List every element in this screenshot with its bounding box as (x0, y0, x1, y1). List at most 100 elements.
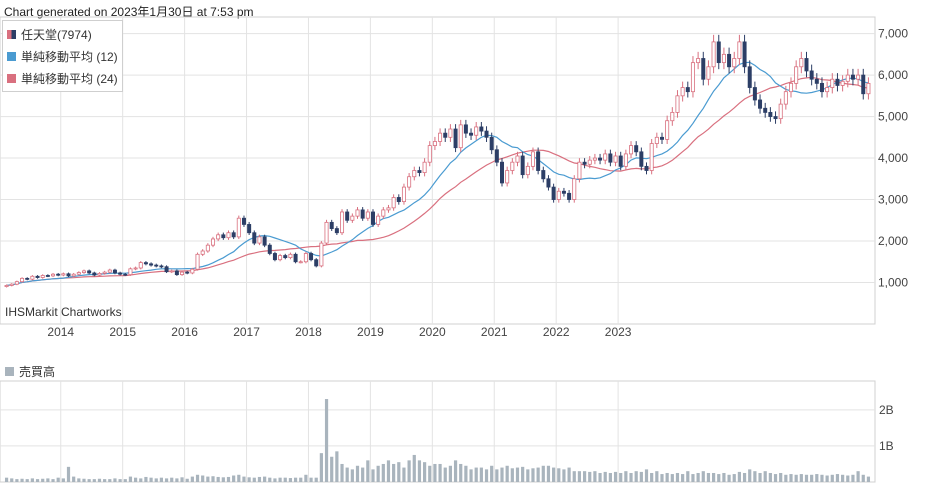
volume-bar (108, 479, 112, 482)
volume-bar (237, 474, 241, 482)
x-tick-label: 2014 (47, 325, 74, 339)
candle-body (598, 157, 603, 161)
candle-body (283, 255, 288, 259)
volume-bar (675, 472, 680, 482)
candle-body (66, 273, 71, 277)
legend-item-ma24[interactable]: 単純移動平均 (24) (3, 67, 122, 89)
candle-body (494, 149, 499, 163)
volume-bar (392, 463, 396, 482)
candle-body (608, 153, 613, 163)
volume-bar (841, 474, 845, 482)
volume-bar (846, 475, 850, 482)
volume-bar (51, 479, 55, 482)
candle-body (45, 275, 50, 277)
candle-body (706, 66, 711, 80)
candle-body (298, 261, 303, 264)
legend-item-price[interactable]: 任天堂(7974) (3, 23, 122, 45)
candle-body (804, 58, 809, 72)
volume-bar (386, 460, 391, 482)
candle-body (443, 132, 448, 138)
chart-generated-timestamp: Chart generated on 2023年1月30日 at 7:53 pm (4, 5, 254, 19)
ma12-swatch-icon (7, 51, 16, 61)
volume-bar (77, 478, 81, 482)
candle-body (107, 269, 112, 273)
volume-bar (856, 471, 860, 482)
candle-body (701, 58, 706, 80)
volume-bar (252, 477, 256, 482)
candle-body (376, 215, 381, 225)
volume-bar (340, 463, 344, 482)
volume-bar (582, 471, 587, 482)
candle-body (618, 155, 623, 167)
volume-bar (304, 474, 308, 482)
candle-body (211, 238, 216, 246)
candle-body (422, 161, 427, 173)
candle-body (334, 228, 339, 234)
candle-body (675, 95, 680, 113)
volume-bar (438, 463, 442, 482)
volume-bar (815, 474, 819, 482)
volume-legend[interactable]: 売買高 (5, 363, 55, 380)
volume-bar (113, 478, 117, 482)
volume-bar (335, 451, 339, 482)
candle-body (432, 141, 437, 147)
volume-bar (422, 462, 427, 482)
x-tick-label: 2022 (543, 325, 570, 339)
axis-labels: 2014 2015 2016 2017 2018 2019 2020 2021 2022 2023… (47, 27, 908, 453)
volume-bar (484, 469, 489, 482)
volume-bar (61, 478, 65, 482)
volume-bar (696, 472, 700, 482)
candle-body (747, 66, 752, 88)
candle-body (567, 192, 572, 200)
volume-bar (722, 472, 726, 482)
volume-bar (665, 472, 669, 482)
candle-body (639, 151, 644, 167)
candle-body (81, 270, 86, 273)
volume-bar (459, 463, 463, 482)
volume-bar (381, 463, 385, 482)
candle-body (458, 124, 463, 149)
candle-body (500, 161, 505, 184)
candle-body (138, 262, 143, 269)
candle-body (696, 58, 701, 64)
x-tick-label: 2017 (233, 325, 260, 339)
y-tick-label: 4,000 (878, 151, 908, 165)
volume-bar (361, 467, 365, 482)
candle-body (226, 232, 231, 239)
legend-item-ma12[interactable]: 単純移動平均 (12) (3, 45, 122, 67)
volume-bar (681, 474, 685, 482)
candle-body (469, 132, 474, 136)
volume-bar (505, 465, 509, 482)
volume-legend-label: 売買高 (19, 365, 56, 379)
candle-body (515, 155, 520, 163)
candle-body (505, 170, 510, 184)
volume-bar (195, 474, 200, 482)
volume-bar (464, 465, 468, 482)
candle-body (200, 250, 205, 255)
candle-body (154, 264, 159, 267)
volume-bar (490, 465, 494, 482)
volume-bar (247, 477, 251, 482)
volume-bar (345, 467, 349, 482)
candle-body (561, 190, 566, 194)
candle-body (278, 255, 283, 261)
candle-body (711, 41, 716, 68)
volume-swatch-icon (5, 367, 14, 376)
volume-bar (288, 478, 293, 482)
candle-body (546, 178, 551, 188)
volume-bar (324, 399, 329, 482)
candle-body (20, 277, 25, 283)
volume-bar (20, 478, 24, 482)
candle-body (603, 153, 608, 161)
candle-body (794, 66, 799, 84)
volume-bar (417, 460, 422, 482)
candle-body (4, 285, 9, 287)
candles (4, 34, 871, 288)
volume-bar (433, 463, 437, 482)
volume-bar (479, 467, 483, 482)
volume-bar (366, 460, 370, 482)
x-tick-label: 2015 (109, 325, 136, 339)
candle-body (118, 272, 123, 275)
candle-body (309, 253, 314, 261)
